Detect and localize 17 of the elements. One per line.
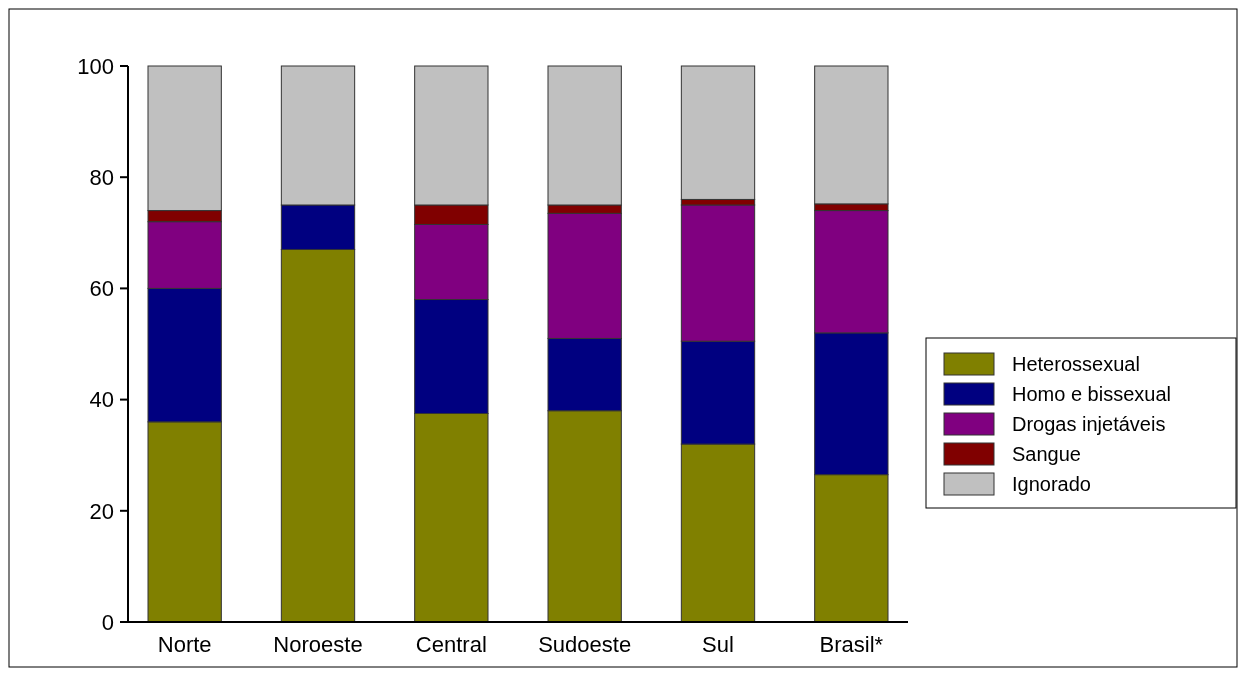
y-tick-label: 100 <box>77 53 114 79</box>
y-tick-label: 60 <box>89 276 114 302</box>
legend-label: Heterossexual <box>1012 353 1140 375</box>
y-tick-label: 0 <box>101 609 114 635</box>
y-tick-label: 20 <box>89 498 114 524</box>
x-tick-label: Central <box>415 632 487 657</box>
legend-label: Homo e bissexual <box>1012 383 1171 405</box>
y-tick-label: 40 <box>89 387 114 413</box>
x-tick-label: Norte <box>157 632 212 657</box>
x-tick-label: Brasil* <box>819 632 884 657</box>
legend-label: Sangue <box>1012 443 1081 465</box>
x-tick-label: Sudoeste <box>538 632 632 657</box>
x-tick-label: Noroeste <box>273 632 363 657</box>
legend-label: Ignorado <box>1012 473 1091 495</box>
x-tick-label: Sul <box>702 632 734 657</box>
y-tick-label: 80 <box>89 164 114 190</box>
legend-label: Drogas injetáveis <box>1012 413 1166 435</box>
